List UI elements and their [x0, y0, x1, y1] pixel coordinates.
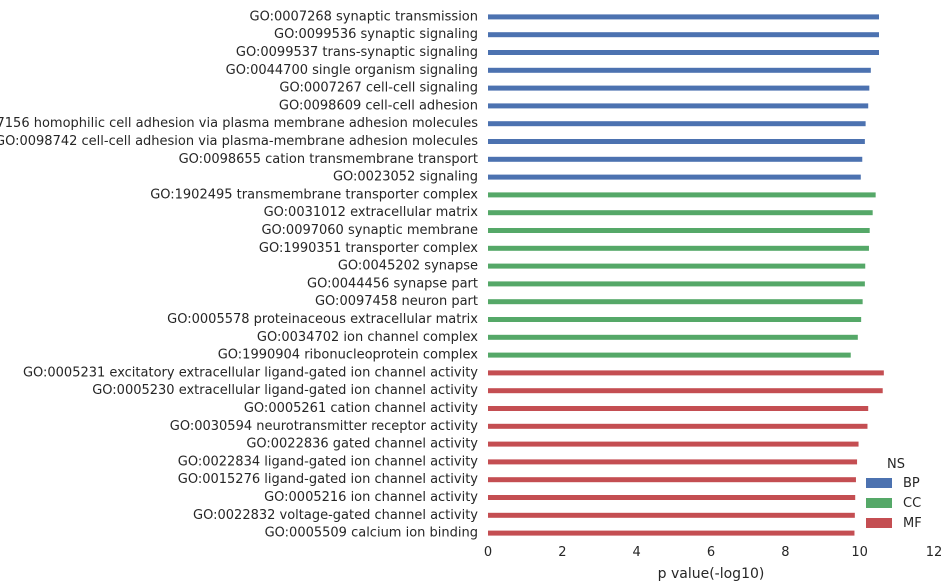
x-tick-group: 0 2 4 6 8 10 12 [484, 545, 942, 560]
bar-mf-21 [488, 388, 883, 394]
bar-bp-0 [488, 14, 879, 20]
bar-bp-7 [488, 139, 865, 144]
legend-title: NS [887, 457, 905, 472]
category-label: GO:0034702 ion channel complex [257, 330, 478, 345]
bar-cc-19 [488, 352, 851, 358]
bar-bp-3 [488, 67, 871, 73]
bar-group [488, 14, 884, 536]
legend-swatch-cc [866, 498, 892, 508]
x-tick-label: 0 [484, 545, 492, 560]
category-label: GO:0005230 extracellular ligand-gated io… [92, 383, 478, 398]
bar-mf-28 [488, 512, 855, 518]
bar-mf-20 [488, 370, 884, 376]
category-label: GO:0045202 synapse [338, 259, 478, 274]
bar-bp-9 [488, 174, 861, 180]
bar-cc-11 [488, 210, 873, 216]
category-label: GO:0007268 synaptic transmission [250, 9, 478, 24]
legend-label-cc: CC [903, 496, 921, 511]
category-label: GO:0097060 synaptic membrane [261, 223, 478, 238]
category-label: GO:0044700 single organism signaling [226, 63, 478, 78]
bar-mf-26 [488, 477, 856, 483]
bar-cc-18 [488, 334, 858, 340]
bar-bp-2 [488, 50, 879, 55]
category-label: GO:0007156 homophilic cell adhesion via … [0, 116, 478, 131]
bar-mf-23 [488, 423, 868, 429]
category-label: GO:0098742 cell-cell adhesion via plasma… [0, 134, 478, 149]
bar-bp-5 [488, 103, 869, 109]
bar-bp-4 [488, 85, 870, 91]
category-label: GO:0098609 cell-cell adhesion [279, 98, 478, 113]
category-label: GO:0099537 trans-synaptic signaling [236, 45, 478, 60]
category-label: GO:0023052 signaling [333, 170, 478, 185]
bar-cc-17 [488, 317, 862, 322]
category-label-group: GO:0007268 synaptic transmission GO:00995… [0, 9, 478, 540]
bar-bp-8 [488, 156, 863, 162]
legend-swatch-bp [866, 478, 892, 488]
legend-entries: BP CC MF [866, 476, 922, 531]
x-tick-label: 2 [558, 545, 566, 560]
category-label: GO:0015276 ligand-gated ion channel acti… [178, 472, 479, 487]
legend: NS BP CC MF [866, 457, 922, 531]
bar-mf-29 [488, 530, 855, 536]
category-label: GO:1990904 ribonucleoprotein complex [218, 348, 479, 363]
bar-mf-24 [488, 441, 859, 447]
category-label: GO:0031012 extracellular matrix [264, 205, 479, 220]
category-label: GO:0005216 ion channel activity [264, 490, 478, 505]
category-label: GO:0005578 proteinaceous extracellular m… [167, 312, 478, 327]
x-axis-label: p value(-log10) [658, 566, 765, 582]
x-tick-label: 12 [926, 545, 943, 560]
category-label: GO:0005261 cation channel activity [244, 401, 478, 416]
bar-bp-6 [488, 121, 866, 127]
bar-mf-22 [488, 406, 869, 411]
x-tick-label: 6 [707, 545, 715, 560]
bar-cc-10 [488, 192, 876, 198]
bar-bp-1 [488, 32, 879, 38]
category-label: GO:0022832 voltage-gated channel activit… [193, 508, 478, 523]
bar-mf-27 [488, 495, 856, 500]
x-tick-label: 8 [781, 545, 789, 560]
category-label: GO:0022836 gated channel activity [246, 437, 478, 452]
bar-cc-12 [488, 228, 870, 233]
bar-mf-25 [488, 459, 858, 465]
x-tick-label: 10 [851, 545, 868, 560]
category-label: GO:0005231 excitatory extracellular liga… [23, 365, 478, 380]
bar-cc-16 [488, 299, 863, 305]
x-tick-label: 4 [633, 545, 641, 560]
bar-cc-15 [488, 281, 865, 287]
legend-label-mf: MF [903, 516, 922, 531]
legend-swatch-mf [866, 518, 892, 528]
category-label: GO:0098655 cation transmembrane transpor… [179, 152, 478, 167]
bar-cc-14 [488, 263, 866, 269]
category-label: GO:0030594 neurotransmitter receptor act… [170, 419, 479, 434]
category-label: GO:0097458 neuron part [315, 294, 478, 309]
category-label: GO:0007267 cell-cell signaling [279, 81, 478, 96]
category-label: GO:1902495 transmembrane transporter com… [150, 187, 478, 202]
category-label: GO:0005509 calcium ion binding [265, 526, 478, 541]
legend-label-bp: BP [903, 476, 920, 491]
bar-cc-13 [488, 245, 869, 251]
category-label: GO:1990351 transporter complex [259, 241, 478, 256]
category-label: GO:0022834 ligand-gated ion channel acti… [178, 454, 479, 469]
category-label: GO:0099536 synaptic signaling [274, 27, 478, 42]
category-label: GO:0044456 synapse part [307, 276, 478, 291]
